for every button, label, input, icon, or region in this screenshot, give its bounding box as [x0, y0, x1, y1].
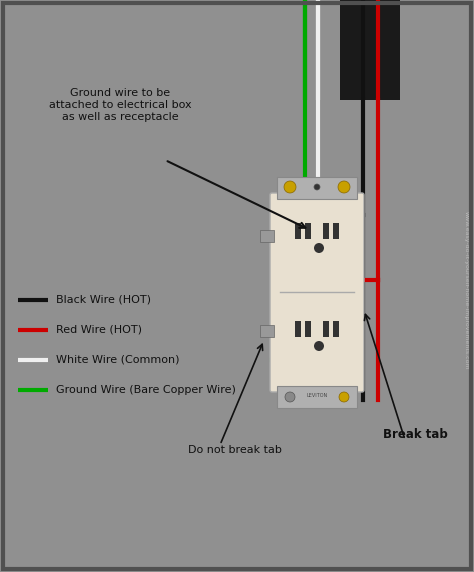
Circle shape — [284, 181, 296, 193]
Bar — [340, 0, 398, 100]
Circle shape — [314, 243, 324, 253]
Circle shape — [338, 181, 350, 193]
Circle shape — [285, 392, 295, 402]
Text: Ground wire to be
attached to electrical box
as well as receptacle: Ground wire to be attached to electrical… — [49, 89, 191, 122]
Bar — [277, 177, 357, 199]
Text: LEVITON: LEVITON — [306, 393, 328, 398]
Bar — [277, 386, 357, 408]
Circle shape — [339, 392, 349, 402]
Bar — [260, 325, 274, 337]
FancyBboxPatch shape — [270, 193, 364, 392]
Text: www.easy-do-it-yourself-home-improvements.com: www.easy-do-it-yourself-home-improvement… — [464, 210, 468, 370]
Bar — [333, 321, 339, 337]
Bar — [305, 321, 311, 337]
Bar — [323, 321, 329, 337]
Text: Ground Wire (Bare Copper Wire): Ground Wire (Bare Copper Wire) — [56, 385, 236, 395]
Text: Break tab: Break tab — [383, 428, 447, 442]
Bar — [305, 223, 311, 239]
Circle shape — [314, 184, 320, 190]
Text: Do not break tab: Do not break tab — [188, 445, 282, 455]
Bar — [295, 223, 301, 239]
Circle shape — [314, 341, 324, 351]
Bar — [295, 321, 301, 337]
Bar — [340, 0, 400, 100]
Bar — [323, 223, 329, 239]
Text: Black Wire (HOT): Black Wire (HOT) — [56, 295, 151, 305]
Text: White Wire (Common): White Wire (Common) — [56, 355, 180, 365]
Bar — [333, 223, 339, 239]
Bar — [260, 230, 274, 242]
Text: Red Wire (HOT): Red Wire (HOT) — [56, 325, 142, 335]
